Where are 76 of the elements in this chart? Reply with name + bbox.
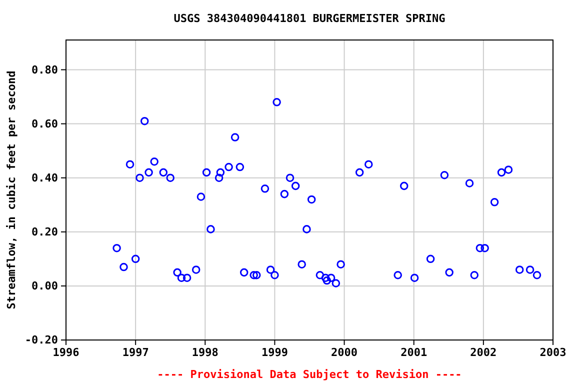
point xyxy=(336,260,345,268)
point xyxy=(196,192,206,201)
point xyxy=(236,162,244,172)
point xyxy=(131,254,140,264)
point xyxy=(515,266,524,274)
point xyxy=(291,182,300,190)
point xyxy=(465,179,474,188)
point xyxy=(526,266,534,274)
point xyxy=(316,271,324,280)
y-tick-label: 0.80 xyxy=(32,63,58,76)
point xyxy=(400,182,408,190)
point xyxy=(136,174,144,182)
chart-title: USGS 384304090441801 BURGERMEISTER SPRING xyxy=(174,12,446,25)
point xyxy=(364,160,373,168)
point xyxy=(445,268,454,277)
point xyxy=(302,225,311,234)
point xyxy=(126,160,134,168)
point xyxy=(206,225,215,234)
y-tick-label: -0.20 xyxy=(24,334,58,347)
x-tick-label: 2003 xyxy=(540,346,566,359)
x-tick-label: 2001 xyxy=(400,346,428,359)
point xyxy=(394,271,402,280)
y-tick-label: 0.60 xyxy=(32,117,58,130)
point xyxy=(532,271,542,280)
y-tick-label: 0.20 xyxy=(32,225,58,238)
point xyxy=(504,166,513,174)
point xyxy=(480,244,489,252)
point xyxy=(202,168,211,177)
point xyxy=(298,260,306,268)
point xyxy=(272,98,281,106)
point xyxy=(266,266,275,274)
point xyxy=(224,162,233,172)
point xyxy=(144,168,153,177)
x-tick-label: 2002 xyxy=(470,346,497,359)
point xyxy=(120,262,128,272)
x-tick-label: 1999 xyxy=(261,346,288,359)
x-tick-label: 1997 xyxy=(122,346,149,359)
point xyxy=(490,198,499,206)
point xyxy=(140,116,149,126)
point xyxy=(112,244,121,252)
y-axis-title: Streamflow, in cubic feet per second xyxy=(5,70,18,310)
point xyxy=(326,274,336,282)
x-tick-label: 2000 xyxy=(331,346,358,359)
point xyxy=(322,276,332,285)
point xyxy=(150,157,158,166)
point xyxy=(410,274,419,282)
point xyxy=(173,268,182,277)
point xyxy=(230,133,240,142)
point xyxy=(159,168,168,177)
point xyxy=(192,266,200,274)
point xyxy=(280,190,289,198)
point xyxy=(332,279,340,288)
point xyxy=(440,171,449,180)
point xyxy=(250,271,258,280)
point xyxy=(470,271,479,280)
point xyxy=(240,268,248,277)
text: ---- Provisional Data Subject to Revision ---- xyxy=(157,368,462,381)
point xyxy=(214,174,224,182)
x-tick-label: 1996 xyxy=(52,346,80,359)
point xyxy=(166,174,174,182)
point xyxy=(182,274,192,282)
y-tick-label: 0.40 xyxy=(32,171,58,184)
point xyxy=(307,195,316,204)
point xyxy=(252,271,261,280)
point xyxy=(426,254,435,264)
point xyxy=(177,274,186,282)
point xyxy=(476,244,484,252)
point xyxy=(355,168,364,177)
point xyxy=(286,174,294,182)
point xyxy=(260,184,270,193)
point xyxy=(216,168,225,177)
point xyxy=(497,168,506,177)
point xyxy=(321,274,330,282)
x-tick-label: 1998 xyxy=(192,346,218,359)
point xyxy=(270,271,279,280)
y-tick-label: 0.00 xyxy=(32,279,58,292)
